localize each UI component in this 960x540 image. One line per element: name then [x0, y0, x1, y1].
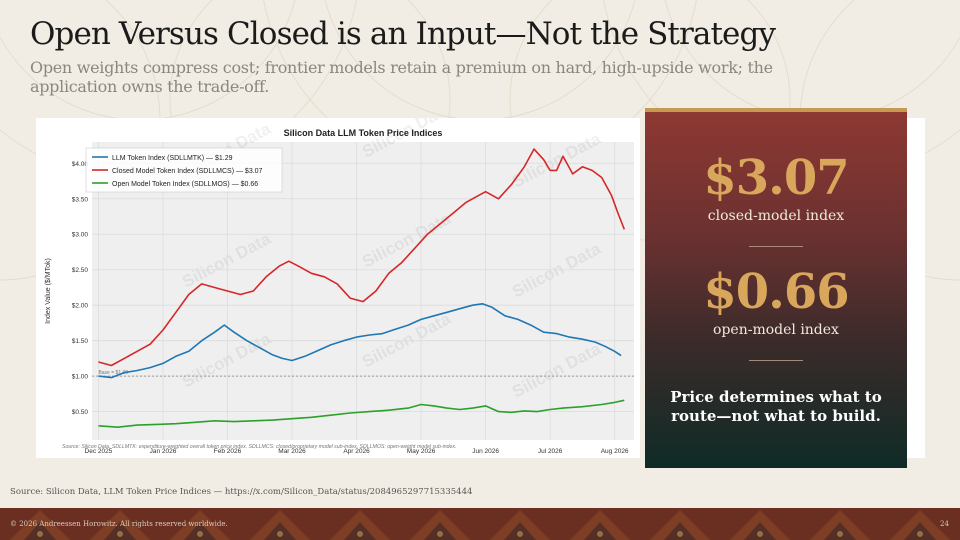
footer-dot — [837, 531, 843, 537]
footer-dot — [117, 531, 123, 537]
reference-label: Base = $1.00 — [98, 370, 128, 376]
panel-callout: Price determines what to route—not what … — [670, 388, 882, 425]
copyright: © 2026 Andreessen Horowitz. All rights r… — [10, 520, 228, 528]
series-lines — [98, 148, 626, 428]
stat-panel: $3.07 closed-model index $0.66 open-mode… — [645, 108, 907, 468]
panel-divider — [749, 360, 803, 361]
open-index-label: open-model index — [713, 322, 839, 338]
series-line-open — [98, 399, 625, 428]
legend-entry-closed: Closed Model Token Index (SDLLMCS) — $3.… — [112, 168, 263, 175]
y-tick-label: $3.00 — [72, 232, 89, 239]
x-tick-label: Dec 2025 — [85, 448, 113, 455]
chart-footnote: Source: Silicon Data. SDLLMTK: expenditu… — [62, 444, 456, 450]
x-tick-label: Jan 2026 — [150, 448, 177, 455]
footer-dot — [597, 531, 603, 537]
y-tick-label: $1.50 — [72, 338, 89, 345]
source-note: Source: Silicon Data, LLM Token Price In… — [10, 487, 473, 497]
x-tick-label: Jul 2026 — [538, 448, 563, 455]
footer-dot — [357, 531, 363, 537]
x-tick-label: Jun 2026 — [472, 448, 499, 455]
x-tick-labels: Dec 2025 Jan 2026 Feb 2026 Mar 2026 Apr 2026… — [85, 448, 629, 455]
footer-dot — [37, 531, 43, 537]
y-tick-label: $0.50 — [72, 409, 89, 416]
y-tick-label: $2.50 — [72, 267, 89, 274]
chart-title: Silicon Data LLM Token Price Indices — [284, 128, 443, 138]
y-tick-label: $3.50 — [72, 196, 89, 203]
legend: LLM Token Index (SDLLMTK) — $1.29 Closed… — [85, 147, 283, 193]
footer-dot — [517, 531, 523, 537]
footer-pattern — [10, 510, 950, 540]
panel-edge — [907, 118, 925, 458]
y-axis-label: Index Value ($/MTok) — [45, 258, 52, 324]
open-index-value: $0.66 — [703, 264, 849, 320]
footer-dot — [917, 531, 923, 537]
page-number: 24 — [940, 520, 949, 528]
footer-band — [0, 508, 960, 540]
footer-dot — [277, 531, 283, 537]
closed-index-label: closed-model index — [707, 208, 845, 224]
closed-index-value: $3.07 — [703, 150, 849, 206]
footer-dot — [757, 531, 763, 537]
x-tick-label: Aug 2026 — [601, 448, 629, 455]
y-tick-label: $4.00 — [72, 161, 89, 168]
x-tick-label: Mar 2026 — [278, 448, 306, 455]
page-title: Open Versus Closed is an Input—Not the S… — [30, 16, 776, 52]
y-tick-labels: $0.50 $1.00 $1.50 $2.00 $2.50 $3.00 $3.50 $4.00 — [72, 161, 89, 416]
footer-dot — [197, 531, 203, 537]
series-line-total — [98, 303, 622, 379]
x-tick-label: May 2026 — [407, 448, 436, 455]
chart-card: Silicon Data Silicon Data Silicon Data Sili… — [36, 118, 640, 458]
y-tick-label: $2.00 — [72, 303, 89, 310]
legend-entry-total: LLM Token Index (SDLLMTK) — $1.29 — [112, 155, 233, 162]
footer-dot — [437, 531, 443, 537]
legend-box — [85, 147, 283, 193]
legend-entry-open: Open Model Token Index (SDLLMOS) — $0.66 — [112, 181, 258, 188]
series-line-closed — [98, 148, 626, 367]
page-subtitle: Open weights compress cost; frontier mod… — [30, 58, 773, 96]
y-tick-label: $1.00 — [72, 374, 89, 381]
panel-divider — [749, 246, 803, 247]
x-tick-label: Apr 2026 — [343, 448, 370, 455]
x-tick-label: Feb 2026 — [214, 448, 242, 455]
footer-dot — [677, 531, 683, 537]
